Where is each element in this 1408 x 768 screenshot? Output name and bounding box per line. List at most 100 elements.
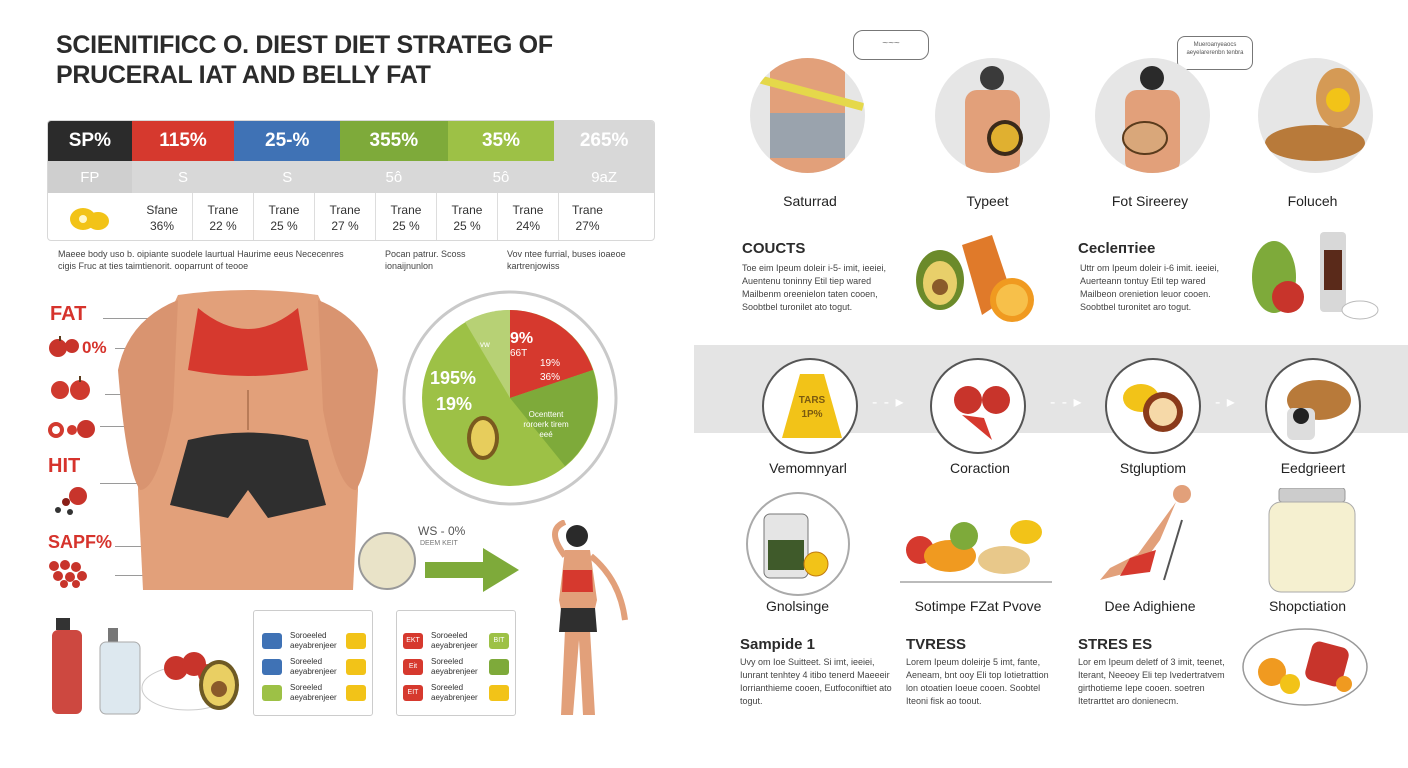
legend-card-left: Soroeeled aeyabrenjeer Soreeled aeyabren… [253,610,373,716]
grain-bowl-icon [358,532,416,590]
torso-illustration [118,290,378,595]
speech-bubble-2: Mueroanyeaocs aeyelarerenbn tenbra [1177,36,1253,70]
stats-sub-row: FP S S 5ô 5ô 9aZ [48,161,654,193]
section-heading: TVRESS [906,636,967,653]
caption: Saturrad [783,193,837,209]
stats-header: 25-% [234,121,341,161]
stats-cell-label: Trane [512,202,544,217]
stats-cell: Sfane 36% [132,193,193,240]
apple-icon [48,334,88,367]
section-text: Lorem Ipeum doleirje 5 imt, fante, Aenea… [906,657,1049,706]
avocado-icon [195,655,243,716]
legend-item: Soroeeled aeyabrenjeer [290,631,337,650]
stats-sub: S [282,168,293,186]
note-b: Pocan patrur. Scoss ionaijnunlon [385,249,466,271]
stats-sub: 5ô [492,168,510,186]
stats-table: SP% 115% 25-% 355% 35% 265% FP S S 5ô 5ô… [47,120,655,241]
fruit-icon [912,225,1047,335]
swatch [262,633,282,649]
legend-item: Soreeled aeyabrenjeer [290,657,337,676]
caption: Stgluptiom [1119,460,1187,476]
stats-cell: Trane 27 % [315,193,376,240]
swatch [346,685,366,701]
leader-line [103,318,183,319]
stats-cell-value: 24% [515,218,541,233]
swatch [262,685,282,701]
pear-jar-icon [1250,222,1380,332]
section-text: Toe eim Ipeum doleir i-5- imit, ieeiei, … [742,263,887,312]
legend-card-right: EKT Soroeeled aeyabrenjeer BIT Eit Soree… [396,610,516,716]
stats-cell-value: 22 % [209,218,237,233]
caption: Foluceh [1287,193,1338,209]
stats-cell: Trane 24% [498,193,559,240]
stats-cell: Trane 25 % [254,193,315,240]
section-text: Uttr om Ipeum doleir i-6 imit. ieeiei, A… [1080,263,1220,312]
pie-red-a: 9% [510,330,534,347]
note-a: Maeee body uso b. oipiante suodele laurt… [58,249,344,271]
caption: Typeet [966,193,1009,209]
pie-red-c: 19% [540,358,561,369]
lemon-icon [48,193,132,240]
stats-header: SP% [48,121,132,161]
sapf-label: SAPF% [48,532,113,552]
stats-cell-label: Trane [268,202,300,217]
stats-header: 355% [340,121,448,161]
stats-header: 35% [447,121,555,161]
section-text: Lor em Ipeum deletf of 3 imit, teenet, I… [1078,657,1225,706]
tomato-icon [46,414,98,449]
stats-cell-value: 36% [149,218,175,233]
vegetables-circle [930,358,1026,454]
woman-figure [535,519,635,725]
bread-circle [1265,358,1361,454]
arrow-sub-text: DEEM KEIT [420,540,458,547]
pie-red-d: 36% [540,372,561,383]
stats-cell-label: Trane [572,202,603,217]
green-arrow-icon [425,548,519,597]
caption: Vemomnyarl [769,460,847,476]
stats-cell-value: 25 % [270,218,298,233]
stats-cell: Trane 27% [559,193,616,240]
stats-cell-value: 27% [575,218,600,233]
stats-cell-label: Sfane [146,202,178,217]
tag: EIT [403,685,423,701]
section-heading: STRES ES [1078,636,1153,653]
swatch [489,685,509,701]
stats-value-row: Sfane 36% Trane 22 % Trane 25 % Trane 27 % T… [48,193,654,240]
swatch [346,633,366,649]
stats-sub: 5ô [385,168,403,186]
stats-header-row: SP% 115% 25-% 355% 35% 265% [48,121,654,161]
stats-cell-label: Trane [451,202,483,217]
swatch [346,659,366,675]
stats-cell: Trane 22 % [193,193,254,240]
glass-jar-icon [1265,487,1359,601]
section-heading: Ceclептiee [1078,240,1156,257]
sign-text: TARS 1P% [798,395,826,420]
pie-label-top: vw [480,340,490,349]
caption: Sotimpe FZat Pvove [914,598,1042,614]
legend-item: Soreeled aeyabrenjeer [431,683,478,702]
dashed-arrow: - ▸ [1215,394,1236,411]
hit-label: HIT [48,455,81,477]
stats-sub: FP [48,161,132,193]
section-heading: Sampide 1 [740,636,816,653]
stats-cell: Trane 25 % [376,193,437,240]
swatch [262,659,282,675]
legend-item: Soreeled aeyabrenjeer [431,657,478,676]
sign-circle: TARS 1P% [762,358,858,454]
swatch [489,659,509,675]
legend-item: Soroeeled aeyabrenjeer [431,631,478,650]
pie-label-big: 195% [430,368,477,388]
pie-green-text: Ocenttent roroerk tirem eeé [523,410,569,439]
stats-sub: 9aZ [591,168,618,186]
note-c: Vov ntee furrial, buses ioaeoe kartrenjo… [507,249,626,271]
percent-label: 0% [82,338,107,357]
stats-header: 265% [554,121,654,161]
caption: Eedgrieert [1280,460,1346,476]
section-heading: COUCTS [742,240,806,257]
jar-circle [746,492,850,596]
stats-cell-value: 25 % [453,218,481,233]
man-brain-circle [1095,58,1210,173]
food-plate-icon [1240,626,1370,713]
stats-cell-label: Trane [207,202,239,217]
caption: Fot Sireerey [1111,193,1189,209]
